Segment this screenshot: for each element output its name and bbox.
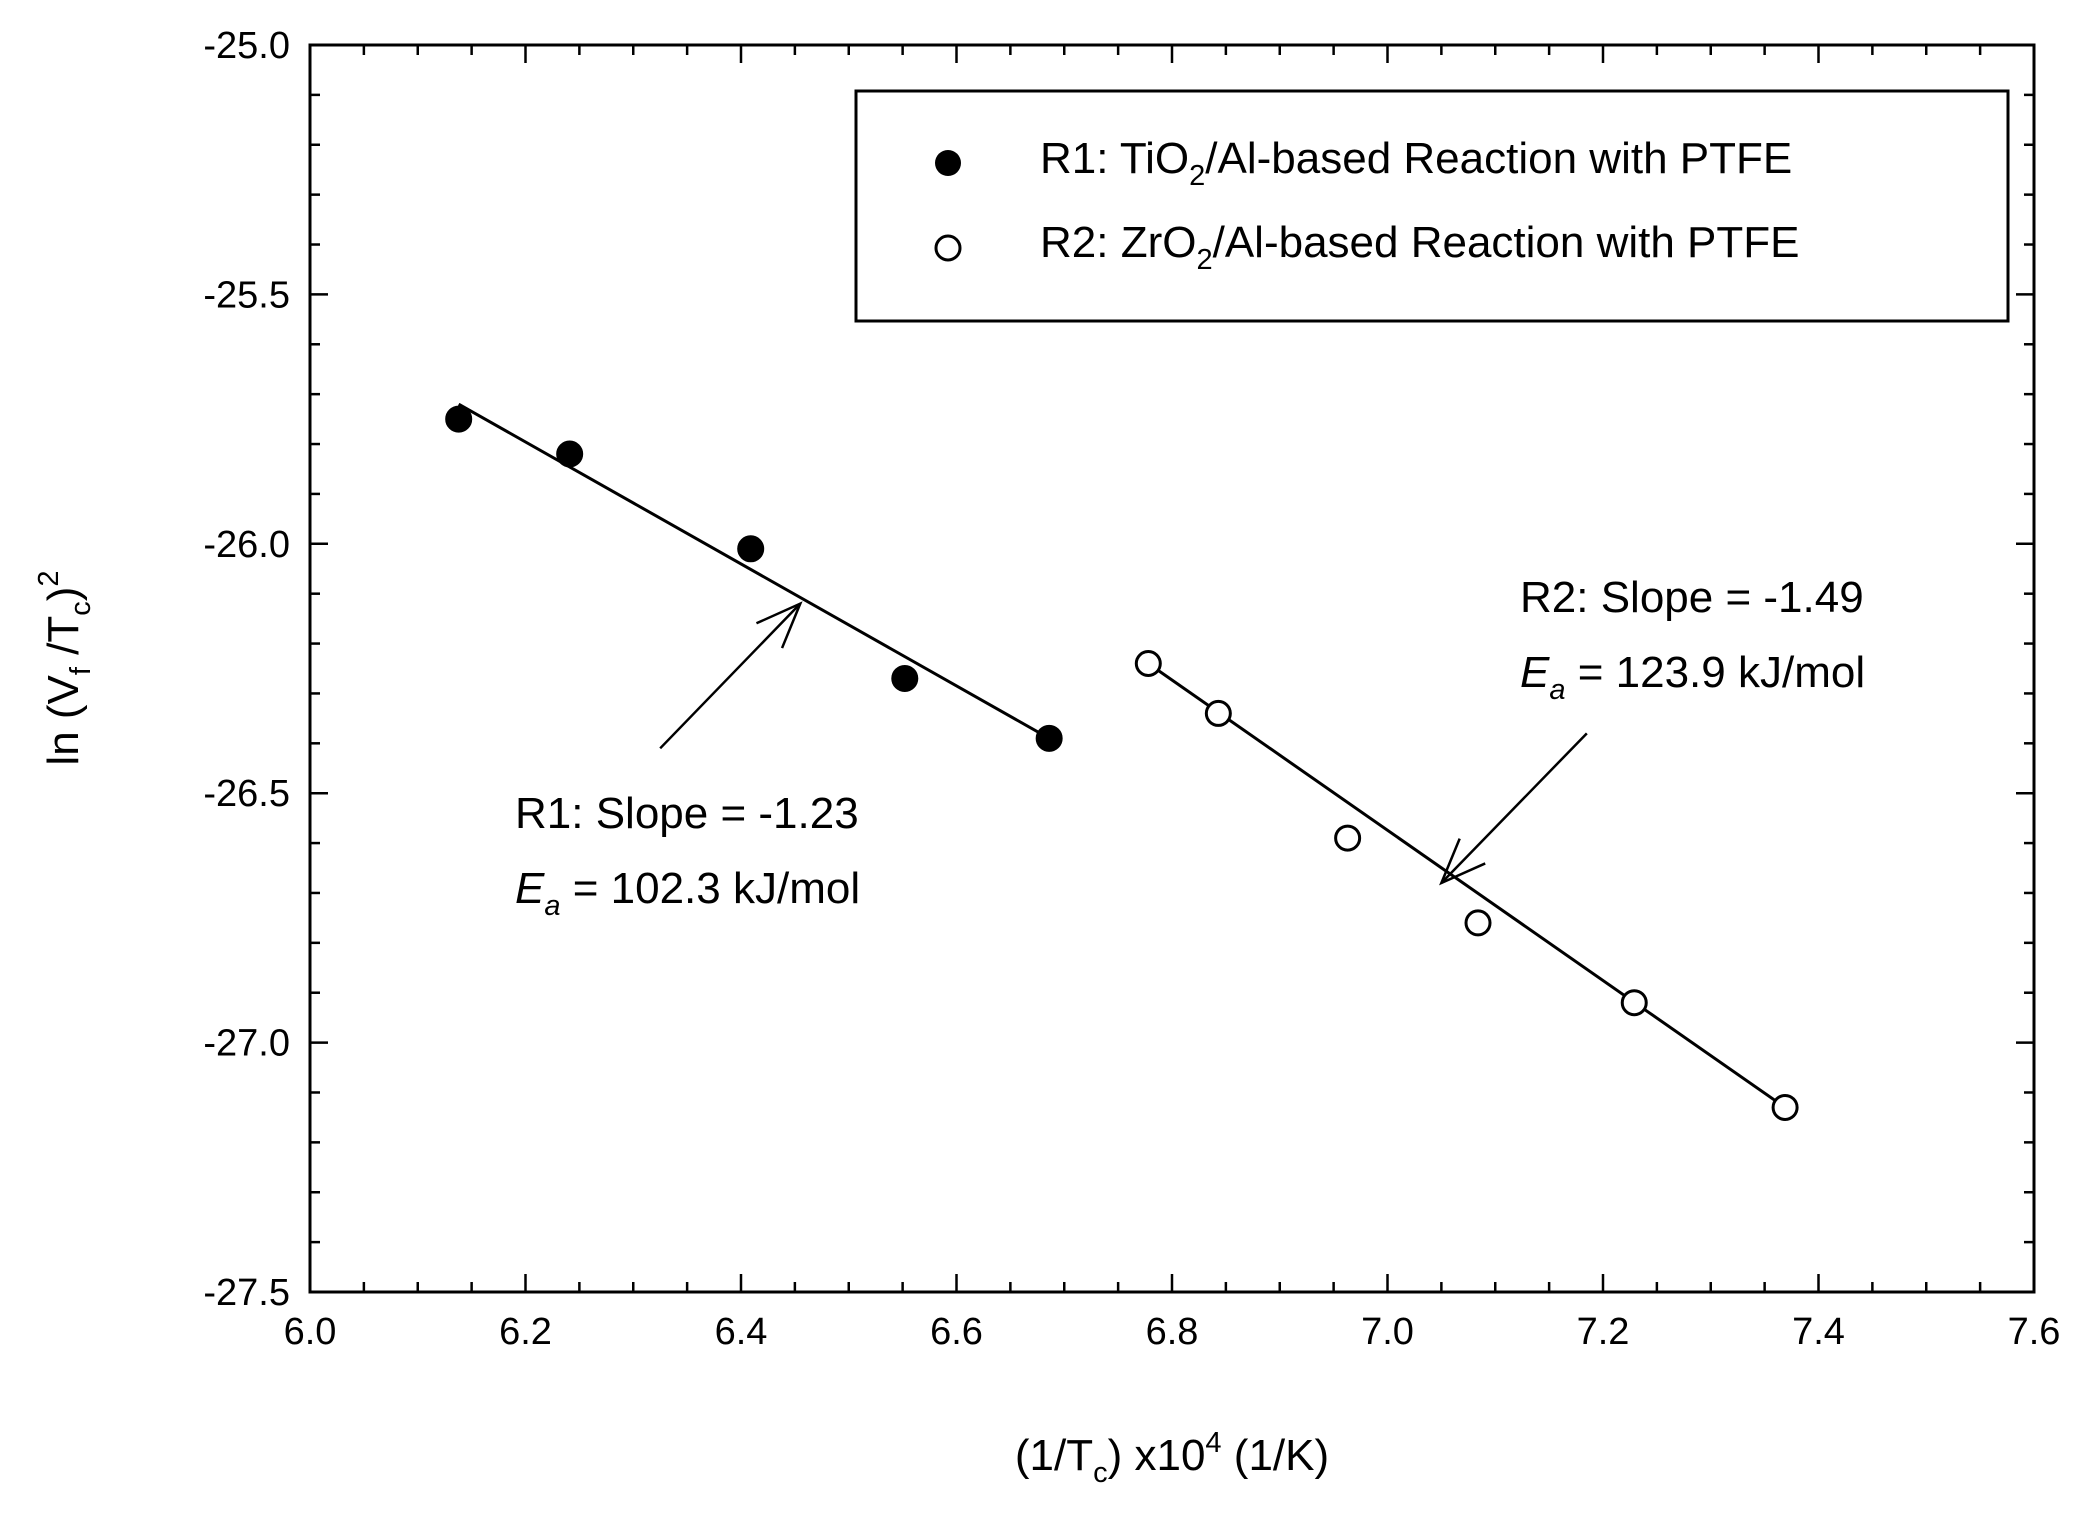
annotation-arrowhead-r2 [1439,838,1486,886]
legend-label-r1: R1: TiO2/Al-based Reaction with PTFE [1040,134,1792,192]
data-point-r1 [891,664,919,692]
y-tick-label: -26.5 [203,773,290,815]
annotation-r2: R2: Slope = -1.49 Ea = 123.9 kJ/mol [1520,573,1865,706]
annotation-r2-ea: Ea = 123.9 kJ/mol [1520,648,1865,706]
y-tick-label: -26.0 [203,524,290,566]
legend-marker-r1 [935,150,961,176]
x-tick-label: 6.0 [284,1311,337,1353]
annotation-r1: R1: Slope = -1.23 Ea = 102.3 kJ/mol [515,789,860,922]
annotation-arrowhead-r1 [755,601,803,649]
y-tick-label: -25.5 [203,274,290,316]
data-point-r2 [1134,650,1162,678]
x-tick-label: 7.0 [1361,1311,1414,1353]
x-tick-label: 7.2 [1577,1311,1630,1353]
x-axis-title: (1/Tc) x104 (1/K) [1015,1427,1329,1489]
annotation-arrow-r1 [659,602,802,750]
data-point-r1 [556,440,584,468]
data-point-r2 [1620,989,1648,1017]
data-point-r1 [737,535,765,563]
data-point-r2 [1464,909,1492,937]
y-tick-label: -27.0 [203,1023,290,1065]
x-tick-label: 6.8 [1146,1311,1199,1353]
x-tick-label: 7.4 [1792,1311,1845,1353]
x-tick-label: 6.6 [930,1311,983,1353]
fit-lines [457,402,1786,1109]
data-point-r2 [1204,699,1232,727]
y-tick-label: -27.5 [203,1272,290,1314]
data-point-r1 [1035,724,1063,752]
y-axis-title: ln (Vf /Tc)2 [33,570,97,765]
y-tick-label: -25.0 [203,25,290,67]
x-tick-label: 6.4 [715,1311,768,1353]
axis-ticks: 6.0 6.2 6.4 6.6 6.8 7.0 7.2 7.4 7.6 -25.0 -25.5 -26… [203,25,2060,1353]
annotation-r2-slope: R2: Slope = -1.49 [1520,573,1864,622]
data-point-r1 [445,405,473,433]
legend: R1: TiO2/Al-based Reaction with PTFE R2:… [854,89,2010,323]
x-tick-label: 7.6 [2008,1311,2061,1353]
fit-line-r1 [457,402,1050,740]
legend-marker-r2 [934,234,962,262]
annotation-r1-ea: Ea = 102.3 kJ/mol [515,864,860,922]
data-point-r2 [1771,1093,1799,1121]
data-points [445,405,1799,1121]
legend-box [854,89,2010,323]
fit-line-r2 [1147,662,1786,1109]
annotation-arrows [659,601,1588,886]
annotation-r1-slope: R1: Slope = -1.23 [515,789,859,838]
legend-label-r2: R2: ZrO2/Al-based Reaction with PTFE [1040,218,1800,276]
annotation-arrow-r2 [1440,732,1588,884]
data-point-r2 [1334,824,1362,852]
x-tick-label: 6.2 [499,1311,552,1353]
